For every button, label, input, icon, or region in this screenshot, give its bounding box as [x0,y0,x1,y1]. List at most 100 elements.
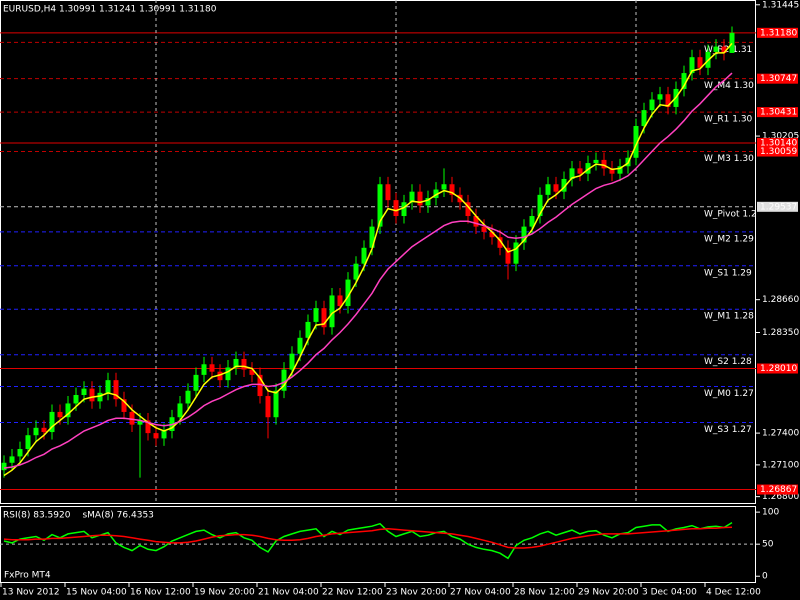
level-label: W_R2 1.31 [704,45,752,55]
candle-body [353,263,359,280]
legend-label: sMA(8) 76.4353 [82,511,153,521]
candle-body [9,456,15,463]
candle-body [569,168,575,179]
candle-body [433,189,439,199]
candle-body [521,226,527,243]
x-tick-label: 29 Nov 20:00 [578,588,639,598]
y-tick-label: 0 [762,572,768,582]
levels: W_R2 1.31 W_M4 1.30 W_R1 1.30 W_M3 1.30 W_Pi… [0,0,757,503]
y-tick-label: 1.27100 [762,460,799,470]
candle-body [185,390,191,404]
candle-body [241,358,247,370]
candle-body [545,184,551,195]
candle-body [617,166,623,174]
candle-body [697,57,703,68]
y-tick-label: 1.26800 [762,492,799,502]
candle-body [65,403,71,418]
candle-body [361,247,367,264]
level-label: W_R1 1.30 [704,115,753,125]
candle-body [297,337,303,354]
level-label: W_M3 1.30 [704,154,754,164]
line-series [3,72,733,469]
candle-body [641,110,647,127]
level-label: W_S3 1.27 [704,425,752,435]
candle-body [441,184,447,190]
x-tick-label: 3 Dec 04:00 [642,588,697,598]
candle-body [1,462,7,471]
candle-body [649,99,655,111]
candle-body [529,216,535,227]
candle-body [689,57,695,74]
candle-body [473,216,479,227]
line-series [3,526,733,549]
x-tick-label: 21 Nov 04:00 [258,588,319,598]
candle-body [89,388,95,402]
candle-body [657,94,663,100]
legend-label: RSI(8) 83.5920 [3,511,71,521]
x-tick-label: 15 Nov 04:00 [66,588,127,598]
candle-body [713,46,719,52]
candle-body [321,308,327,328]
candle-body [305,321,311,338]
x-tick-label: 16 Nov 12:00 [130,588,191,598]
y-tick-label: 100 [762,508,779,518]
candle-body [73,394,79,404]
candle-body [33,427,39,436]
candle-body [577,168,583,174]
candle-body [289,353,295,370]
candle-body [465,202,471,217]
line-series [3,42,733,477]
price-box [757,27,798,38]
candle-body [593,159,599,164]
candle-body [137,420,143,425]
candle-body [209,364,215,372]
candle-body [505,247,511,264]
price-box [757,146,798,157]
price-box [757,107,798,118]
price-box-label: 1.30140 [760,138,797,148]
candle-body [257,374,263,397]
candle-body [561,178,567,192]
price-box-label: 1.30431 [760,108,797,118]
candle-body [377,184,383,227]
candle-body [585,163,591,174]
price-box-label: 1.30059 [760,147,797,157]
level-label: W_S1 1.29 [704,268,752,278]
y-tick-label: 1.28350 [762,328,799,338]
candle-body [401,202,407,217]
level-label: W_M4 1.30 [704,81,754,91]
main-panel [1,26,735,478]
x-tick-label: 13 Nov 2012 [2,588,60,598]
price-box [757,73,798,84]
candle-body [449,184,455,195]
candle-body [97,392,103,402]
candle-body [329,295,335,328]
chart-title: EURUSD,H4 1.30991 1.31241 1.30991 1.3118… [3,5,217,15]
candle-body [337,295,343,307]
candle-body [489,231,495,238]
level-label: W_M2 1.29 [704,234,754,244]
y-tick-label: 1.28660 [762,295,799,305]
candle-body [49,411,55,433]
candle-body [729,32,735,53]
y-tick-label: 50 [762,540,774,550]
candle-body [225,367,231,381]
candle-body [201,364,207,375]
footer: FxPro MT4 [4,571,51,581]
candle-body [193,374,199,391]
candle-body [385,184,391,201]
candle-body [41,427,47,433]
candle-body [369,226,375,248]
candle-body [633,126,639,158]
candle-body [313,308,319,322]
candle-body [537,194,543,217]
candle-body [681,73,687,89]
candle-body [17,448,23,457]
candle-body [249,369,255,375]
candle-body [265,396,271,418]
main-frame [0,0,756,504]
candle-body [609,168,615,174]
candle-body [281,369,287,391]
y-tick-label: 1.31445 [762,0,799,10]
price-box [757,201,798,212]
